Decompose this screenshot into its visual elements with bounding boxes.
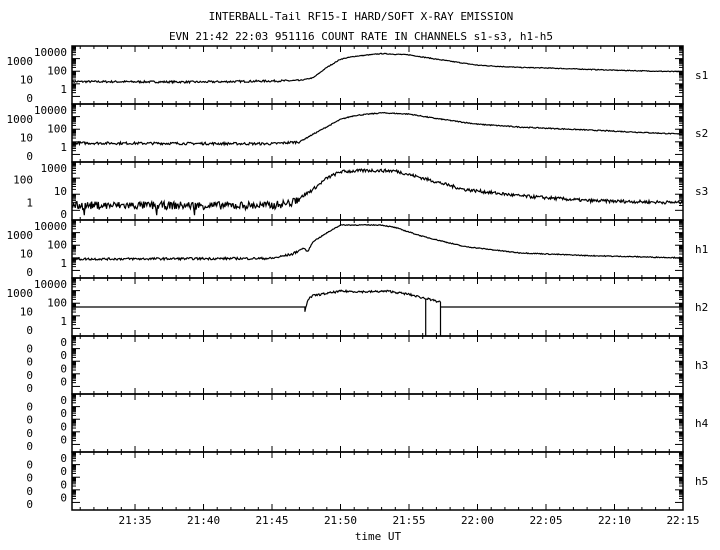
y-tick-label: 1: [60, 141, 67, 154]
chart-title: INTERBALL-Tail RF15-I HARD/SOFT X-RAY EM…: [209, 10, 514, 23]
y-tick-label: 0: [60, 362, 67, 375]
y-tick-label: 10: [20, 248, 33, 261]
y-tick-label: 0: [26, 414, 33, 427]
y-tick-label: 10: [54, 185, 67, 198]
panel-frame: [71, 219, 684, 279]
y-tick-label: 0: [26, 472, 33, 485]
y-tick-label: 1000: [7, 55, 34, 68]
channel-label: h1: [695, 243, 708, 256]
series-s2: [71, 111, 683, 147]
y-tick-label: 10000: [34, 220, 67, 233]
y-tick-label: 100: [47, 122, 67, 135]
x-tick-label: 21:55: [392, 514, 425, 527]
y-tick-label: 0: [26, 266, 33, 279]
y-tick-label: 0: [26, 401, 33, 414]
y-tick-label: 10: [20, 132, 33, 145]
series-h2: [72, 288, 683, 337]
y-tick-label: 1: [26, 197, 33, 210]
series-h1: [71, 223, 683, 262]
x-tick-label: 22:05: [529, 514, 562, 527]
y-tick-label: 0: [26, 369, 33, 382]
y-tick-label: 0: [26, 459, 33, 472]
y-tick-label: 10: [20, 74, 33, 87]
y-tick-label: 1: [60, 83, 67, 96]
y-tick-label: 100: [47, 238, 67, 251]
channel-label: s2: [695, 127, 708, 140]
y-tick-label: 0: [26, 440, 33, 453]
y-tick-label: 0: [60, 478, 67, 491]
series-s1: [71, 52, 683, 85]
chart-subtitle: EVN 21:42 22:03 951116 COUNT RATE IN CHA…: [169, 30, 553, 43]
channel-label: s1: [695, 69, 708, 82]
x-tick-label: 22:15: [666, 514, 699, 527]
y-tick-label: 1: [60, 315, 67, 328]
channel-label: h3: [695, 359, 708, 372]
panel-frame: [71, 451, 684, 511]
y-tick-label: 0: [60, 420, 67, 433]
y-tick-label: 0: [26, 343, 33, 356]
y-tick-label: 1000: [7, 229, 34, 242]
y-tick-label: 0: [60, 465, 67, 478]
x-tick-label: 22:00: [461, 514, 494, 527]
y-tick-label: 10000: [34, 278, 67, 291]
panel-frame: [71, 335, 684, 395]
y-tick-label: 0: [60, 407, 67, 420]
y-tick-label: 0: [26, 382, 33, 395]
x-tick-label: 21:45: [255, 514, 288, 527]
x-tick-label: 22:10: [598, 514, 631, 527]
y-tick-label: 0: [26, 150, 33, 163]
y-tick-label: 0: [60, 208, 67, 221]
y-tick-label: 0: [60, 349, 67, 362]
y-tick-label: 1000: [7, 113, 34, 126]
y-tick-label: 0: [26, 498, 33, 511]
y-tick-label: 0: [26, 356, 33, 369]
y-tick-label: 100: [13, 174, 33, 187]
series-s3: [72, 167, 684, 216]
y-tick-label: 0: [26, 485, 33, 498]
y-tick-label: 1000: [41, 162, 68, 175]
y-tick-label: 10000: [34, 104, 67, 117]
x-axis-label: time UT: [355, 530, 402, 543]
y-tick-label: 0: [60, 433, 67, 446]
y-tick-label: 100: [47, 64, 67, 77]
panel-frame: [71, 103, 684, 163]
y-tick-label: 0: [26, 92, 33, 105]
y-tick-label: 0: [26, 427, 33, 440]
y-tick-label: 0: [26, 324, 33, 337]
y-tick-label: 0: [60, 452, 67, 465]
channel-label: h5: [695, 475, 708, 488]
y-tick-label: 100: [47, 296, 67, 309]
y-tick-label: 0: [60, 394, 67, 407]
y-tick-label: 1: [60, 257, 67, 270]
panel-frame: [71, 45, 684, 105]
y-tick-label: 0: [60, 336, 67, 349]
channel-label: h4: [695, 417, 709, 430]
panel-frame: [71, 393, 684, 453]
channel-label: s3: [695, 185, 708, 198]
x-tick-label: 21:50: [324, 514, 357, 527]
y-tick-label: 10000: [34, 46, 67, 59]
y-tick-label: 0: [60, 375, 67, 388]
x-tick-label: 21:40: [187, 514, 220, 527]
y-tick-label: 10: [20, 306, 33, 319]
channel-label: h2: [695, 301, 708, 314]
x-tick-label: 21:35: [118, 514, 151, 527]
y-tick-label: 0: [60, 491, 67, 504]
y-tick-label: 1000: [7, 287, 34, 300]
